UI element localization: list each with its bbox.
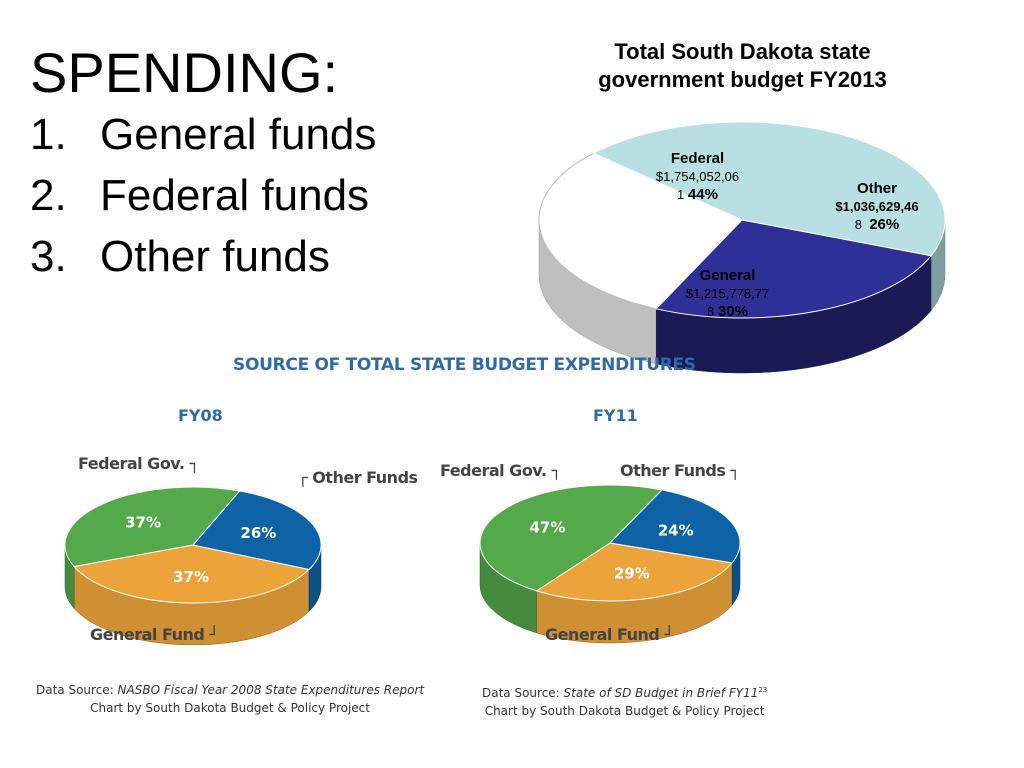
- funds-list: 1. General funds 2. Federal funds 3. Other …: [30, 104, 376, 287]
- nasbo-section-title: SOURCE OF TOTAL STATE BUDGET EXPENDITURE…: [233, 355, 696, 375]
- label-text: Other Funds: [620, 461, 726, 480]
- slice-name: General: [699, 267, 756, 284]
- label-text: Other Funds: [312, 468, 418, 487]
- list-number: 1.: [30, 110, 67, 159]
- pie-slice-general: [535, 542, 734, 602]
- fy08-federal-label: Federal Gov. ┐: [78, 454, 199, 473]
- label-text: General Fund: [545, 625, 660, 644]
- list-text: Other funds: [100, 232, 330, 281]
- fy11-other-label: Other Funds ┐: [620, 461, 740, 480]
- sd-chart-title-line2: government budget FY2013: [598, 67, 887, 92]
- slice-name: Federal: [670, 150, 725, 167]
- slice-amount-tail: 8: [707, 304, 715, 319]
- pie-slice-federal: [479, 484, 664, 592]
- slice-amount-tail: 8: [854, 217, 862, 232]
- list-item: 3. Other funds: [30, 226, 376, 287]
- list-number: 3.: [30, 232, 67, 281]
- source-title: NASBO Fiscal Year 2008 State Expenditure…: [117, 683, 425, 697]
- fy08-general-label: General Fund ┘: [90, 625, 219, 644]
- slice-label-other: Other $1,036,629,46 8 26%: [822, 180, 932, 234]
- pie-slice-other: [655, 219, 932, 319]
- fy11-year-label: FY11: [593, 406, 638, 425]
- label-text: Federal Gov.: [78, 454, 185, 473]
- pie-percent-label-other: 24%: [658, 521, 694, 539]
- fy08-source-note: Data Source: NASBO Fiscal Year 2008 Stat…: [36, 681, 424, 717]
- pie-slice-federal: [64, 486, 241, 568]
- slice-amount: $1,215,778,77: [685, 286, 770, 301]
- source-title: State of SD Budget in Brief FY11: [563, 686, 759, 700]
- pie-percent-label-federal: 37%: [125, 514, 161, 532]
- slice-amount-tail: 1: [677, 187, 685, 202]
- slice-percent: 26%: [869, 216, 900, 233]
- pie-slice-general: [538, 152, 743, 310]
- sd-chart-title-line1: Total South Dakota state: [614, 39, 871, 64]
- pie-slice-general: [73, 544, 311, 604]
- source-footnote: 23: [758, 686, 768, 694]
- fy11-source-note: Data Source: State of SD Budget in Brief…: [482, 681, 767, 720]
- source-credit: Chart by South Dakota Budget & Policy Pr…: [484, 704, 765, 718]
- source-credit: Chart by South Dakota Budget & Policy Pr…: [90, 701, 370, 715]
- fy11-general-label: General Fund ┘: [545, 625, 674, 644]
- pie-slice-other: [192, 490, 322, 571]
- slice-percent: 44%: [687, 186, 718, 203]
- slice-amount: $1,036,629,46: [835, 199, 919, 214]
- list-text: Federal funds: [100, 171, 370, 220]
- sd-chart-title: Total South Dakota state government budg…: [560, 38, 925, 94]
- source-prefix: Data Source:: [482, 686, 564, 700]
- fy11-federal-label: Federal Gov. ┐: [440, 461, 561, 480]
- list-item: 1. General funds: [30, 104, 376, 165]
- fy08-other-label: ┌ Other Funds: [298, 468, 418, 487]
- list-number: 2.: [30, 171, 67, 220]
- slide-heading: SPENDING:: [30, 41, 339, 104]
- list-text: General funds: [100, 110, 377, 159]
- pie-percent-label-general: 37%: [173, 568, 209, 586]
- fy08-year-label: FY08: [178, 406, 223, 425]
- label-text: General Fund: [90, 625, 205, 644]
- pie-slice-federal: [592, 121, 946, 257]
- pie-percent-label-federal: 47%: [530, 519, 566, 537]
- slice-name: Other: [856, 180, 897, 197]
- pie-slice-other: [608, 489, 741, 564]
- slice-label-general: General $1,215,778,77 8 30%: [670, 267, 785, 321]
- source-prefix: Data Source:: [36, 683, 118, 697]
- slice-label-federal: Federal $1,754,052,06 1 44%: [640, 150, 755, 204]
- slide-title-block: SPENDING: 1. General funds 2. Federal fund…: [30, 42, 376, 287]
- list-item: 2. Federal funds: [30, 165, 376, 226]
- label-text: Federal Gov.: [440, 461, 547, 480]
- pie-percent-label-other: 26%: [240, 524, 276, 542]
- slice-amount: $1,754,052,06: [655, 169, 740, 184]
- slice-percent: 30%: [717, 303, 748, 320]
- pie-percent-label-general: 29%: [614, 564, 650, 582]
